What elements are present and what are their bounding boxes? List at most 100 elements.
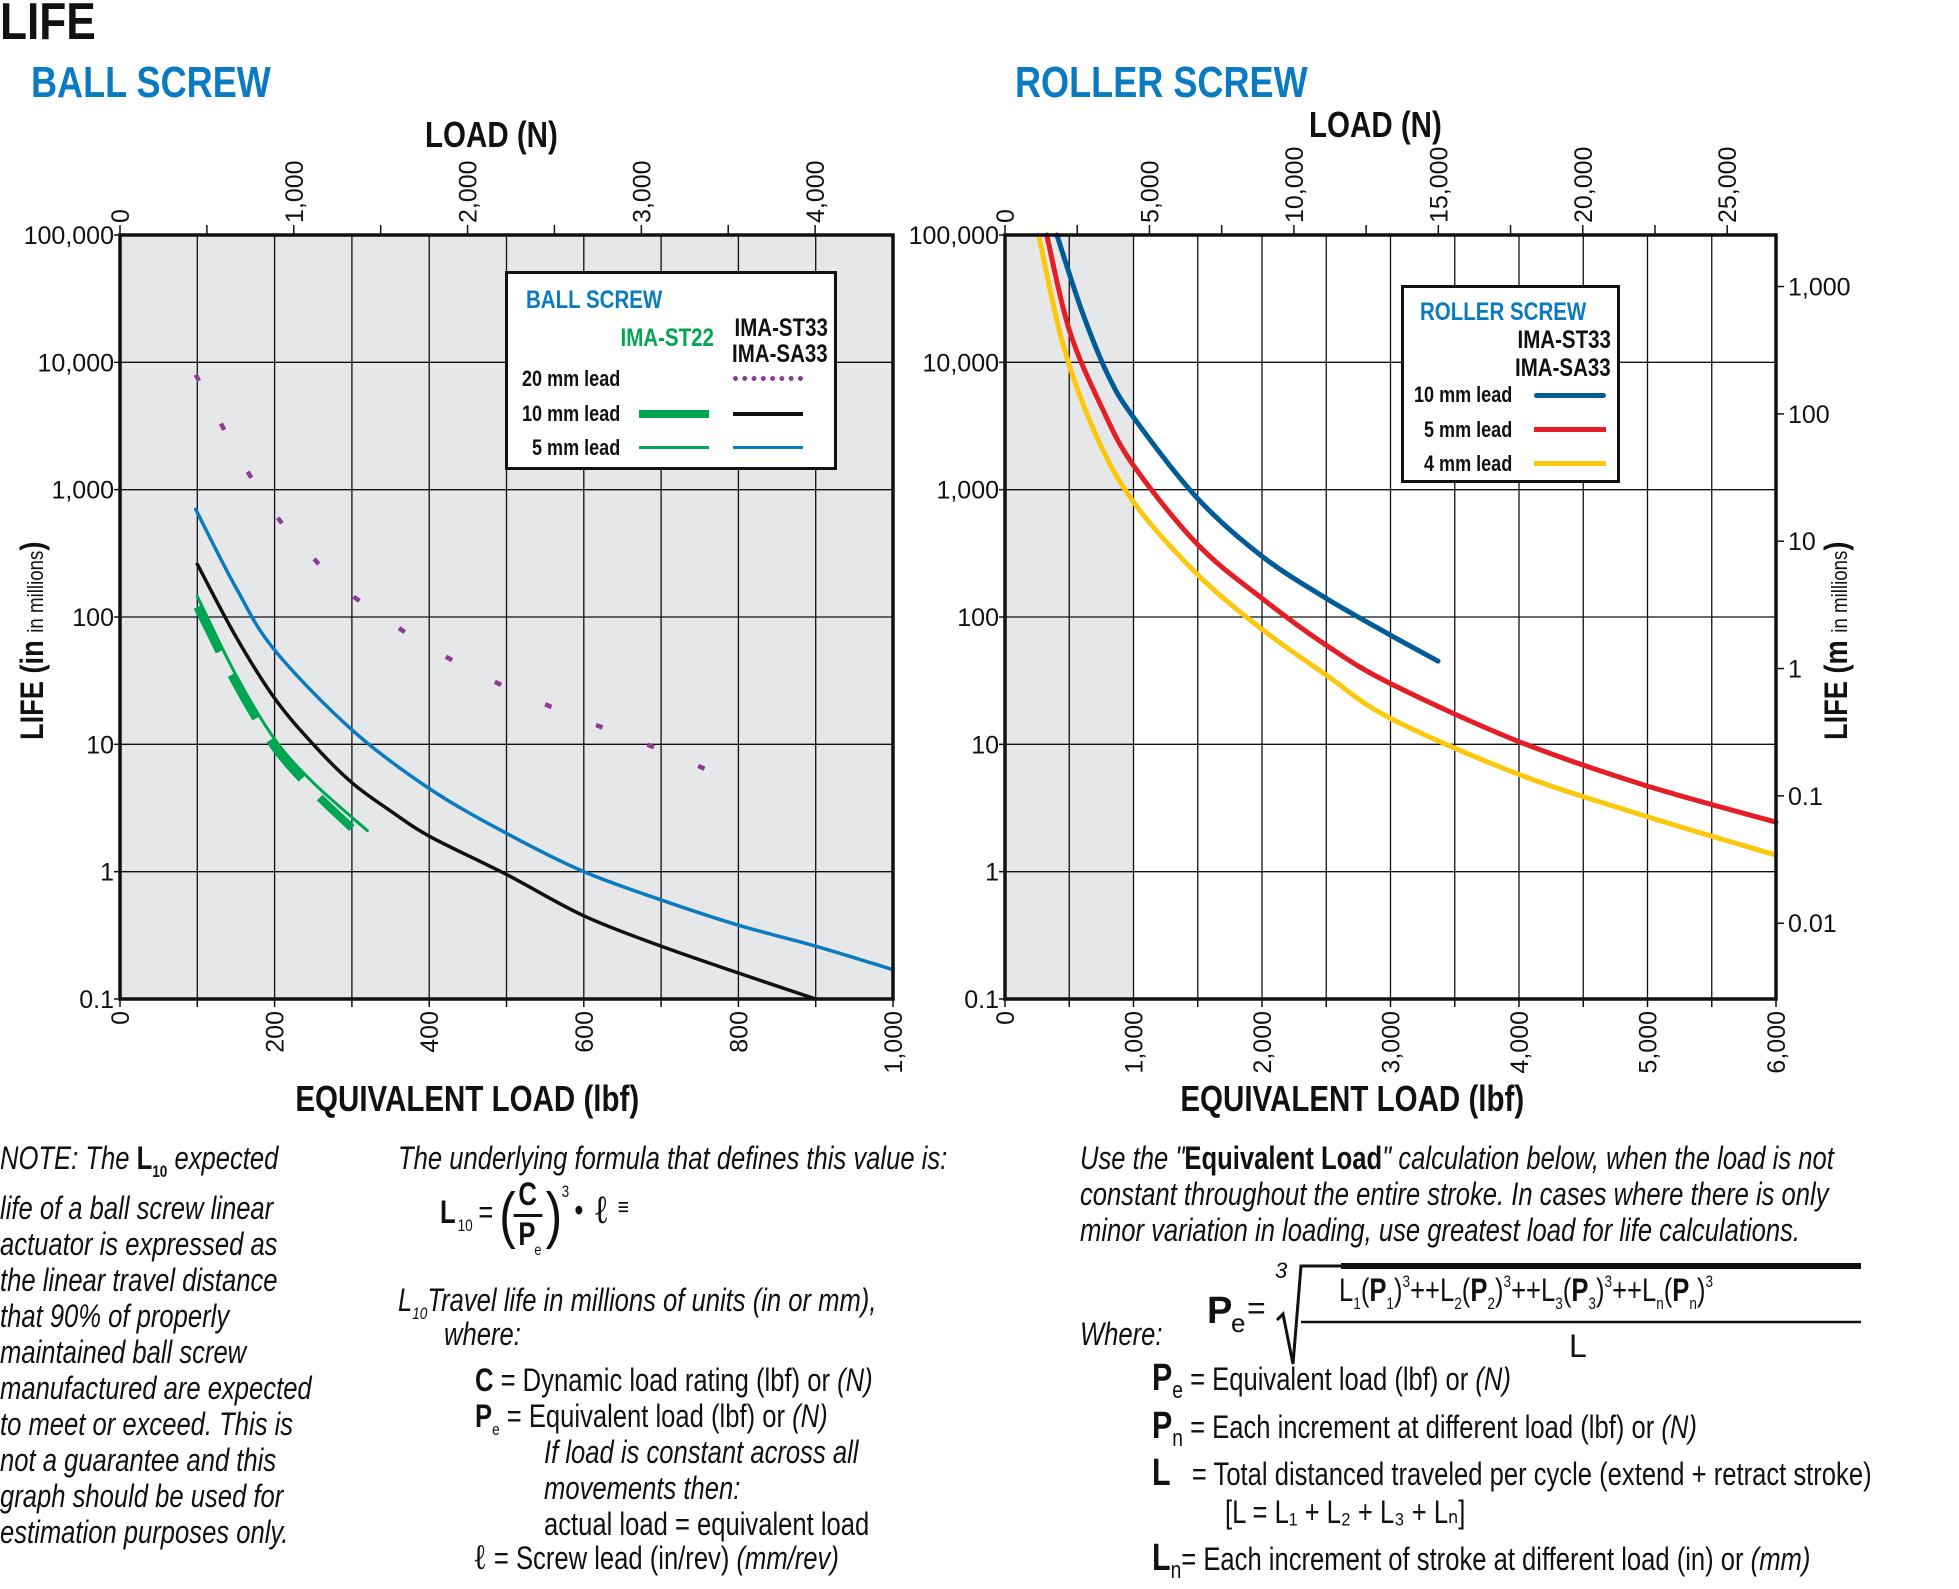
num-paren: ( — [1562, 1272, 1572, 1308]
def-l: L — [1152, 1537, 1171, 1579]
series-line-ima-st33-sa33-10-mm-lead — [195, 562, 818, 1001]
legend-swatch-5mm — [1534, 427, 1606, 432]
l10-note: NOTE: The L10 expected life of a ball sc… — [0, 1140, 312, 1550]
y-tick-label: 1 — [985, 859, 999, 887]
note-line: that 90% of properly — [0, 1298, 230, 1334]
y-tick-label: 0.1 — [79, 986, 114, 1014]
note-line: NOTE: The L10 expected — [0, 1140, 312, 1190]
x-tick-label: 600 — [571, 1011, 599, 1053]
series-line-ima-st22-5-mm-lead — [195, 594, 369, 833]
legend-row-10mm: 10 mm lead — [522, 401, 621, 426]
def-text: = Equivalent load (lbf) or — [506, 1398, 793, 1434]
roller-top-axis-title: LOAD (N) — [1309, 104, 1442, 145]
legend-swatch-20mm — [733, 376, 803, 381]
equiv-intro-2: constant throughout the entire stroke. I… — [1080, 1176, 1829, 1212]
legend-row-5mm: 5 mm lead — [1424, 417, 1513, 442]
x-tick-label: 200 — [262, 1011, 290, 1053]
equiv-intro-3: minor variation in loading, use greatest… — [1080, 1212, 1801, 1248]
legend-swatch-st33-5mm — [733, 446, 803, 449]
note-text: NOTE: The — [0, 1140, 137, 1176]
actual-load-note: actual load = equivalent load — [544, 1506, 870, 1542]
def-l: L — [398, 1282, 413, 1318]
y-tick-label: 1 — [100, 859, 114, 887]
pe-p: P — [1207, 1290, 1233, 1332]
where-label: where: — [444, 1316, 521, 1352]
formula-cube: 3 — [561, 1182, 570, 1201]
where-label: Where: — [1080, 1316, 1163, 1352]
x-tick-label: 800 — [725, 1011, 753, 1053]
num-sub: 2 — [1487, 1294, 1495, 1313]
x-tick-label: 2,000 — [1249, 1011, 1277, 1074]
note-line: life of a ball screw linear — [0, 1190, 274, 1226]
ball-legend: BALL SCREW IMA-ST22 IMA-ST33 IMA-SA33 20… — [505, 271, 837, 470]
page-title: LIFE — [0, 0, 96, 51]
legend-swatch-4mm — [1534, 461, 1606, 466]
legend-col-sa33: IMA-SA33 — [1515, 354, 1611, 382]
num-paren: ( — [1360, 1272, 1370, 1308]
num-p: P — [1672, 1272, 1690, 1308]
legend-col-st33: IMA-ST33 — [1517, 326, 1611, 354]
y-tick-label: 10,000 — [923, 349, 999, 377]
numerator: L1(P1)3++L2(P2)3++L3(P3)3++Ln(Pn)3 — [1339, 1272, 1713, 1314]
num-sub: 1 — [1353, 1294, 1361, 1313]
def-unit: (N) — [837, 1362, 873, 1398]
x2-tick-label: 0 — [107, 209, 135, 223]
note-l10-sub: 10 — [152, 1162, 168, 1181]
intro-text: Use the " — [1080, 1140, 1185, 1176]
def-unit: (N) — [792, 1398, 828, 1434]
c-definition: C = Dynamic load rating (lbf) or (N) — [475, 1362, 873, 1398]
constant-load-note-1: If load is constant across all — [544, 1434, 859, 1470]
num-exp: 3 — [1503, 1272, 1512, 1291]
intro-bold: Equivalent Load — [1184, 1140, 1383, 1176]
note-line: to meet or exceed. This is — [0, 1406, 294, 1442]
series-line-ima-st22-10-mm-lead — [193, 605, 355, 831]
y-tick-label: 100 — [957, 604, 999, 632]
series-line-4-mm-lead — [1036, 232, 1779, 858]
formula-lead: ℓ — [593, 1187, 609, 1233]
x-tick-label: 1,000 — [1121, 1011, 1149, 1074]
def-unit: (mm/rev) — [736, 1540, 839, 1576]
fraction-bar — [513, 1214, 543, 1217]
num-sub: 2 — [1454, 1294, 1462, 1313]
y2-tick-label: 10 — [1788, 528, 1816, 556]
num-paren: ( — [1663, 1272, 1673, 1308]
y-tick-label: 10,000 — [38, 349, 114, 377]
num-sub: 3 — [1588, 1294, 1596, 1313]
x2-tick-label: 5,000 — [1136, 160, 1164, 223]
def-unit: (N) — [1661, 1409, 1697, 1445]
note-line: estimation purposes only. — [0, 1514, 289, 1550]
def-text: Travel life in millions of units (in or … — [427, 1282, 877, 1318]
y-tick-label: 100,000 — [909, 222, 999, 250]
y-tick-label: 1,000 — [51, 477, 114, 505]
note-line: the linear travel distance — [0, 1262, 278, 1298]
x-tick-label: 6,000 — [1763, 1011, 1791, 1074]
num-paren: ) — [1393, 1272, 1403, 1308]
def-lead: ℓ — [473, 1537, 487, 1578]
formula-e: e — [534, 1242, 542, 1259]
x2-tick-label: 0 — [992, 209, 1020, 223]
lead-definition: ℓ = Screw lead (in/rev) (mm/rev) — [473, 1537, 839, 1578]
pe-definition: Pe = Equivalent load (lbf) or (N) — [475, 1398, 828, 1448]
constant-load-note-2: movements then: — [544, 1470, 741, 1506]
num-sub: 1 — [1386, 1294, 1394, 1313]
def-c: C — [475, 1362, 494, 1398]
formula-dot: • — [574, 1192, 584, 1228]
series-line-5-mm-lead — [1044, 232, 1779, 825]
legend-col-sa33: IMA-SA33 — [732, 340, 828, 368]
paren-open: ( — [499, 1181, 516, 1250]
num-sub: n — [1689, 1294, 1697, 1313]
num-l: L — [1339, 1272, 1354, 1308]
legend-col-st22: IMA-ST22 — [620, 324, 714, 352]
def-text: = Dynamic load rating (lbf) or — [500, 1362, 838, 1398]
l-def: L = Total distanced traveled per cycle (… — [1152, 1454, 1872, 1492]
x2-tick-label: 4,000 — [802, 160, 830, 223]
legend-swatch-10mm — [1534, 393, 1606, 398]
roller-bottom-axis-title: EQUIVALENT LOAD (lbf) — [1180, 1078, 1525, 1119]
formula-equiv: ≡ — [617, 1194, 629, 1221]
def-text: = Equivalent load (lbf) or — [1190, 1361, 1476, 1397]
y2-tick-label: 1 — [1788, 656, 1802, 684]
ln-def: Ln= Each increment of stroke at differen… — [1152, 1537, 1810, 1589]
legend-row-10mm: 10 mm lead — [1414, 382, 1513, 407]
num-sub: 3 — [1555, 1294, 1563, 1313]
y-tick-label: 1,000 — [936, 477, 999, 505]
